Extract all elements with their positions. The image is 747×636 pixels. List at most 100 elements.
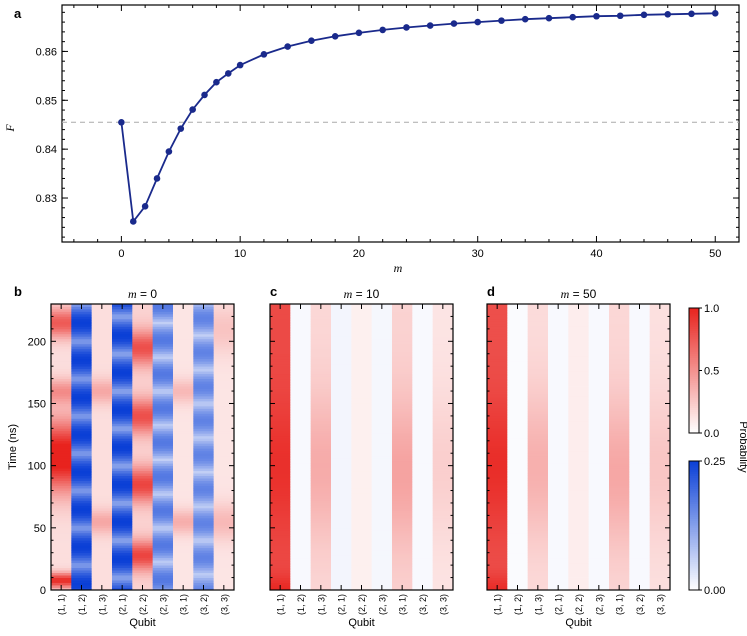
heatmap-cell xyxy=(91,328,113,332)
heatmap-cell xyxy=(270,393,291,397)
heatmap-cell xyxy=(629,502,651,506)
heatmap-cell xyxy=(609,530,630,534)
colorbar-swatch xyxy=(689,430,699,434)
data-point xyxy=(545,14,553,22)
fidelity-series-line xyxy=(120,12,716,224)
heatmap-cell xyxy=(629,358,651,362)
heatmap-cell xyxy=(649,308,671,312)
heatmap-cell xyxy=(568,500,590,504)
heatmap-cell xyxy=(487,381,508,384)
data-point xyxy=(711,10,719,17)
heatmap-cell xyxy=(392,557,413,561)
heatmap-cell xyxy=(132,502,154,506)
heatmap-cell xyxy=(392,575,413,578)
heatmap-cell xyxy=(487,323,508,327)
heatmap-cell xyxy=(213,408,235,412)
heatmap-cell xyxy=(588,473,610,476)
heatmap-cell xyxy=(351,530,373,534)
heatmap-cell xyxy=(132,493,154,496)
heatmap-cell xyxy=(331,413,352,417)
heatmap-cell xyxy=(193,510,215,514)
heatmap-cell xyxy=(112,425,133,429)
heatmap-cell xyxy=(507,336,529,340)
colorbar-swatch xyxy=(689,521,699,524)
heatmap-cell xyxy=(213,522,235,526)
heatmap-cell xyxy=(310,331,332,335)
heatmap-cell xyxy=(152,515,174,519)
heatmap-cell xyxy=(588,450,610,454)
heatmap-cell xyxy=(152,572,174,576)
heatmap-cell xyxy=(270,570,291,573)
heatmap-cell xyxy=(609,510,630,514)
heatmap-cell xyxy=(588,308,610,312)
heatmap-cell xyxy=(51,542,72,546)
heatmap-cell xyxy=(548,405,569,409)
heatmap-cell xyxy=(310,333,332,337)
heatmap-cell xyxy=(270,575,291,578)
heatmap-cell xyxy=(132,463,154,467)
heatmap-cell xyxy=(609,351,630,355)
heatmap-cell xyxy=(548,376,569,380)
heatmap-cell xyxy=(173,371,194,375)
heatmap-cell xyxy=(507,507,529,511)
heat-x-tick-label: (1, 2) xyxy=(513,594,523,615)
heatmap-cell xyxy=(371,570,393,573)
heatmap-cell xyxy=(588,348,610,352)
heatmap-cell xyxy=(310,343,332,347)
heatmap-cell xyxy=(213,336,235,340)
colorbar-label: Probability xyxy=(737,421,747,473)
heatmap-cell xyxy=(213,493,235,496)
heatmap-cell xyxy=(371,507,393,511)
heatmap-cell xyxy=(432,316,454,320)
heatmap-cell xyxy=(331,480,352,484)
heatmap-cell xyxy=(193,527,215,531)
heatmap-cell xyxy=(213,443,235,447)
colorbar-swatch xyxy=(689,410,699,413)
heatmap-cell xyxy=(193,423,215,427)
heatmap-cell xyxy=(371,485,393,489)
heatmap-cell xyxy=(270,343,291,347)
heatmap-cell xyxy=(588,333,610,337)
heatmap-cell xyxy=(371,530,393,534)
heatmap-cell xyxy=(270,323,291,327)
heatmap-cell xyxy=(71,475,93,479)
heatmap-cell xyxy=(193,463,215,467)
heatmap-cell xyxy=(91,381,113,384)
data-point xyxy=(616,12,624,20)
heatmap-cell xyxy=(548,391,569,394)
heatmap-cell xyxy=(132,530,154,534)
heatmap-cell xyxy=(527,418,549,422)
heatmap-cell xyxy=(91,343,113,347)
heatmap-cell xyxy=(213,480,235,484)
heatmap-cell xyxy=(310,405,332,409)
heatmap-cell xyxy=(91,497,113,501)
heatmap-cell xyxy=(548,453,569,457)
heatmap-cell xyxy=(213,473,235,476)
heatmap-cell xyxy=(91,405,113,409)
heatmap-cell xyxy=(588,386,610,389)
heatmap-cell xyxy=(609,316,630,320)
heatmap-cell xyxy=(588,470,610,474)
heatmap-cell xyxy=(91,388,113,392)
heatmap-cell xyxy=(112,343,133,347)
heatmap-cell xyxy=(91,493,113,496)
heatmap-cell xyxy=(331,353,352,357)
heatmap-cell xyxy=(152,502,174,506)
heatmap-cell xyxy=(548,346,569,350)
heatmap-cell xyxy=(213,525,235,529)
data-point xyxy=(201,91,208,99)
heatmap-cell xyxy=(112,455,133,459)
heatmap-cell xyxy=(649,505,671,509)
heatmap-cell xyxy=(527,366,549,370)
heatmap-cell xyxy=(548,490,569,494)
heatmap-cell xyxy=(132,507,154,511)
heatmap-cell xyxy=(371,560,393,564)
heatmap-cell xyxy=(609,371,630,375)
heatmap-cell xyxy=(71,316,93,320)
heatmap-cell xyxy=(331,410,352,414)
heatmap-cell xyxy=(91,490,113,494)
heatmap-column xyxy=(132,304,154,591)
heatmap-cell xyxy=(609,460,630,464)
heat-x-tick-label: (1, 1) xyxy=(57,594,67,615)
heatmap-cell xyxy=(331,415,352,419)
